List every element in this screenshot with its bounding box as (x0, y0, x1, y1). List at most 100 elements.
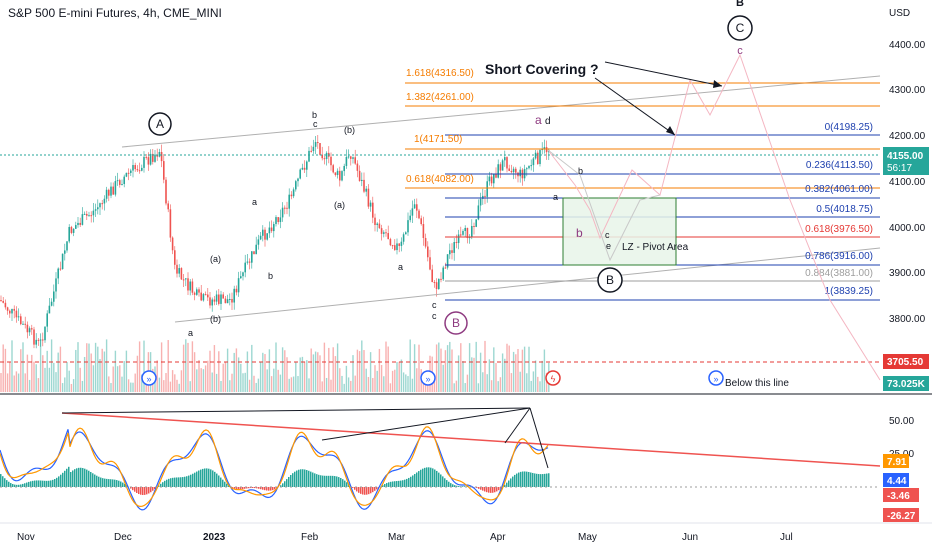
osc-histogram-bar (144, 487, 146, 495)
osc-histogram-bar (132, 487, 134, 491)
osc-histogram-bar (528, 472, 530, 487)
osc-histogram-bar (252, 487, 254, 488)
volume-bar (42, 355, 44, 392)
volume-bar (13, 375, 15, 392)
volume-bar (248, 379, 251, 392)
candle-body (534, 152, 537, 159)
osc-histogram-bar (146, 487, 148, 495)
osc-histogram-bar (68, 466, 70, 487)
osc-histogram-bar (78, 467, 80, 487)
fib-1-label: 1(4171.50) (414, 134, 462, 145)
volume-bar (185, 339, 187, 392)
candle-body (191, 281, 194, 293)
event-icon-1[interactable]: » (141, 370, 157, 386)
price-tick-3800: 3800.00 (889, 314, 926, 325)
candle-body (451, 250, 453, 253)
candle-body (262, 229, 264, 236)
osc-histogram-bar (492, 487, 494, 493)
osc-histogram-bar (200, 469, 202, 487)
candle-body (2, 300, 4, 303)
candle-body (431, 269, 433, 283)
candle-body (108, 189, 110, 196)
volume-bar (354, 375, 356, 392)
candle-body (387, 233, 389, 240)
retrace-0-label: 0(4198.25) (825, 122, 873, 133)
chart-title: S&P 500 E-mini Futures, 4h, CME_MINI (8, 6, 222, 20)
candle-body (455, 242, 458, 244)
osc-value-blue: 4.44 (887, 476, 907, 487)
volume-bar (176, 379, 178, 392)
volume-bar (15, 371, 18, 392)
price-axis[interactable]: USD 4400.00 4300.00 4200.00 4100.00 4000… (889, 8, 926, 325)
osc-histogram-bar (478, 487, 480, 489)
osc-histogram-bar (476, 487, 478, 489)
volume-bar (350, 380, 352, 392)
wave-C-circle (727, 15, 753, 41)
lightning-icon[interactable]: ϟ (545, 370, 561, 386)
osc-histogram-bar (398, 480, 400, 487)
volume-bar (526, 373, 528, 392)
osc-histogram-bar (142, 487, 144, 496)
osc-histogram-bar (244, 487, 246, 489)
time-jul: Jul (780, 532, 793, 543)
candle-body (468, 237, 471, 239)
wave-c2-mar: c (432, 311, 437, 321)
arrow-short-covering-1 (604, 61, 723, 87)
svg-text:»: » (713, 374, 718, 384)
osc-histogram-bar (344, 480, 346, 487)
volume-bar (246, 351, 249, 392)
candle-body (286, 207, 288, 209)
candle-body (299, 169, 301, 179)
candle-body (257, 239, 260, 245)
osc-histogram-bar (4, 478, 6, 487)
candle-body (15, 310, 18, 318)
volume-bar (75, 349, 77, 392)
candle-body (391, 245, 394, 247)
volume-bar (244, 372, 246, 392)
wave-b-purple: b (576, 226, 583, 240)
osc-histogram-bar (208, 468, 210, 487)
volume-bar (523, 346, 526, 392)
candle-body (77, 222, 79, 226)
volume-bar (44, 367, 46, 392)
osc-histogram-bar (516, 473, 518, 487)
fib-1618-label: 1.618(4316.50) (406, 68, 474, 79)
volume-bar (446, 345, 449, 392)
event-icon-2[interactable]: » (420, 370, 436, 386)
volume-bar (202, 369, 205, 392)
candle-body (466, 227, 469, 239)
wave-a-dec: a (188, 328, 193, 338)
osc-histogram-bar (484, 487, 486, 492)
candle-body (240, 276, 242, 279)
osc-histogram-bar (356, 487, 358, 492)
volume-bar (242, 373, 244, 392)
volume-bar (92, 365, 95, 392)
osc-histogram-bar (388, 482, 390, 487)
time-feb: Feb (301, 532, 319, 543)
candle-body (48, 305, 51, 314)
volume-bar (213, 345, 216, 392)
osc-histogram-bar (374, 487, 376, 491)
candle-body (59, 268, 62, 270)
candle-body (90, 215, 92, 217)
candle-body (539, 150, 541, 165)
candle-body (444, 267, 447, 269)
osc-histogram-bar (390, 481, 392, 487)
pivot-area-box[interactable] (562, 197, 677, 266)
osc-histogram-bar (222, 479, 224, 487)
osc-histogram-bar (436, 470, 438, 487)
osc-histogram-bar (216, 473, 218, 487)
volume-bar (59, 346, 62, 392)
time-mar: Mar (388, 532, 406, 543)
osc-histogram-bar (260, 487, 262, 490)
volume-bar (31, 354, 33, 392)
osc-histogram-bar (442, 476, 444, 487)
volume-bar (464, 383, 466, 392)
pivot-area-label: LZ - Pivot Area (622, 242, 689, 253)
event-icon-3[interactable]: » (708, 370, 724, 386)
osc-histogram-bar (154, 487, 156, 490)
wave-b-jan: b (268, 271, 273, 281)
candle-body (424, 237, 427, 247)
time-axis[interactable]: Nov Dec 2023 Feb Mar Apr May Jun Jul (0, 522, 932, 543)
